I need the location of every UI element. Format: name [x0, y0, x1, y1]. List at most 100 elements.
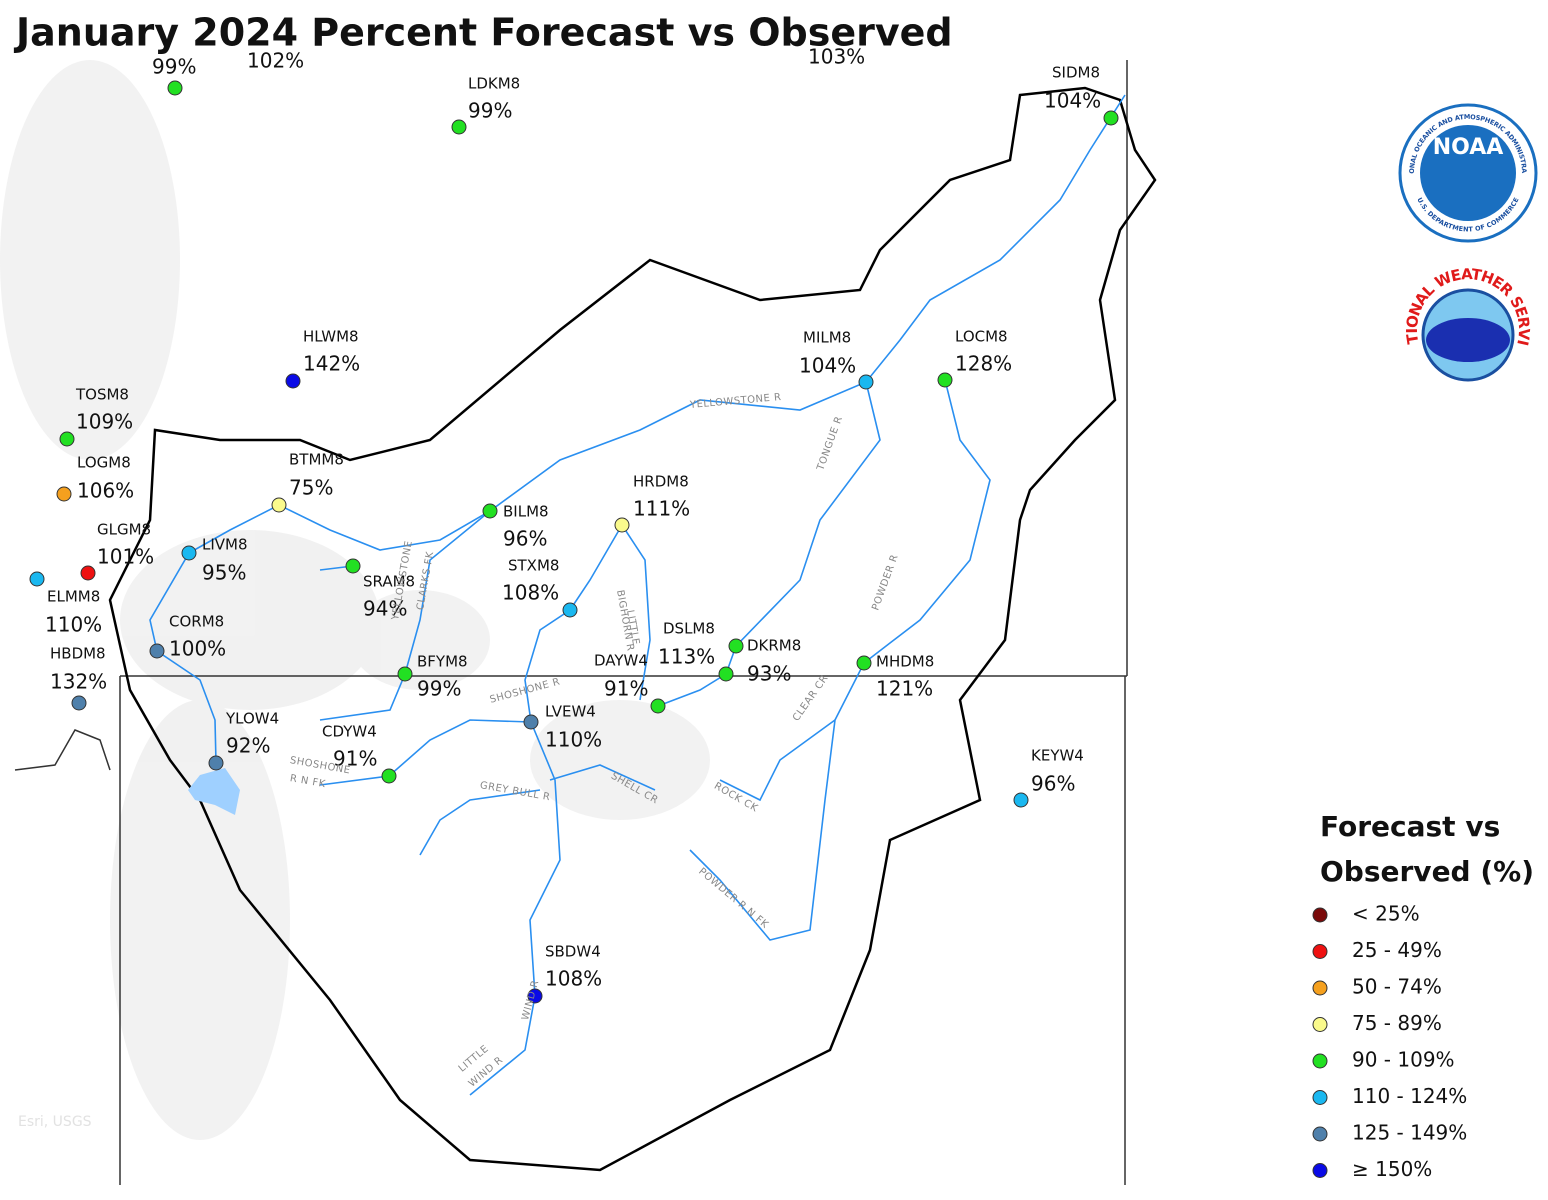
- nws-cloud: [1426, 318, 1510, 362]
- legend-label: 50 - 74%: [1352, 975, 1442, 999]
- station-marker: [523, 714, 539, 730]
- station-percent: 99%: [468, 99, 512, 123]
- station-id: HLWM8: [303, 328, 359, 346]
- legend-label: 75 - 89%: [1352, 1011, 1442, 1035]
- station-percent: 91%: [604, 677, 648, 701]
- station-marker: [59, 431, 75, 447]
- station-id: DAYW4: [594, 652, 648, 670]
- station-id: HBDM8: [50, 645, 106, 663]
- station-marker: [482, 503, 498, 519]
- station-id: SRAM8: [363, 573, 415, 591]
- noaa-text: NOAA: [1433, 135, 1504, 160]
- clipped-label: 102%: [247, 49, 304, 73]
- station-percent: 132%: [50, 670, 107, 694]
- legend-swatch: [1312, 907, 1328, 923]
- legend-title: Forecast vs: [1320, 810, 1500, 843]
- legend-label: 90 - 109%: [1352, 1048, 1455, 1072]
- station-marker: [345, 558, 361, 574]
- station-percent: 99%: [152, 55, 196, 79]
- station-id: ELMM8: [47, 588, 100, 606]
- station-marker: [937, 372, 953, 388]
- station-percent: 121%: [876, 677, 933, 701]
- station-percent: 95%: [202, 561, 246, 585]
- station-percent: 109%: [76, 410, 133, 434]
- station-id: HRDM8: [633, 473, 689, 491]
- station-percent: 93%: [747, 662, 791, 686]
- station-percent: 100%: [169, 637, 226, 661]
- station-id: SBDW4: [545, 943, 601, 961]
- station-marker: [71, 695, 87, 711]
- station-id: YLOW4: [225, 710, 279, 728]
- noaa-logo-inner: [1420, 125, 1516, 221]
- station-id: MILM8: [803, 329, 851, 347]
- station-id: CORM8: [169, 613, 224, 631]
- station-id: LDKM8: [468, 75, 520, 93]
- station-id: KEYW4: [1031, 747, 1084, 765]
- station-marker: [527, 988, 543, 1004]
- river-label: TONGUE R: [815, 415, 845, 473]
- station-marker: [1103, 110, 1119, 126]
- station-marker: [718, 666, 734, 682]
- attribution: Esri, USGS: [18, 1114, 92, 1130]
- state-lines: [14, 60, 1128, 1185]
- station-marker: [650, 698, 666, 714]
- legend-swatch: [1312, 944, 1328, 959]
- station-percent: 111%: [633, 497, 690, 521]
- station-percent: 106%: [77, 479, 134, 503]
- station-marker: [285, 373, 301, 389]
- river-label: CLEAR CR: [791, 673, 831, 723]
- station-marker: [856, 655, 872, 671]
- station-marker: [80, 565, 96, 581]
- station-percent: 113%: [658, 645, 715, 669]
- legend-label: ≥ 150%: [1352, 1157, 1432, 1181]
- hillshade: [0, 60, 710, 1140]
- station-percent: 108%: [545, 967, 602, 991]
- station-marker: [271, 497, 287, 513]
- station-marker: [381, 768, 397, 784]
- station-percent: 96%: [1031, 772, 1075, 796]
- station-percent: 110%: [545, 728, 602, 752]
- station-marker: [614, 517, 630, 533]
- station-id: BTMM8: [289, 451, 344, 469]
- station-id: LOGM8: [77, 454, 131, 472]
- station-id: BFYM8: [417, 653, 468, 671]
- station-id: GLGM8: [97, 521, 151, 539]
- legend-swatch: [1312, 1090, 1328, 1105]
- station-id: TOSM8: [75, 386, 129, 404]
- station-marker: [181, 545, 197, 561]
- lake: [188, 768, 240, 815]
- station-marker: [208, 755, 224, 771]
- station-percent: 92%: [226, 734, 270, 758]
- legend-swatch: [1312, 1017, 1328, 1032]
- station-id: DKRM8: [747, 637, 801, 655]
- river-label: ROCK CK: [712, 781, 760, 815]
- station-percent: 142%: [303, 352, 360, 376]
- station-percent: 94%: [363, 597, 407, 621]
- station-id: STXM8: [508, 557, 559, 575]
- station-marker: [149, 643, 165, 659]
- station-id: DSLM8: [663, 620, 715, 638]
- clipped-label: 103%: [808, 45, 865, 69]
- station-marker: [728, 638, 744, 654]
- legend-label: 25 - 49%: [1352, 938, 1442, 962]
- station-percent: 104%: [1044, 89, 1101, 113]
- legend-label: 110 - 124%: [1352, 1084, 1467, 1108]
- station-marker: [562, 602, 578, 618]
- station-marker: [397, 666, 413, 682]
- station-id: LVEW4: [545, 703, 596, 721]
- basin-boundary: [108, 86, 1157, 1172]
- legend-swatch: [1312, 1163, 1328, 1178]
- legend-label: 125 - 149%: [1352, 1121, 1467, 1145]
- station-marker: [29, 571, 45, 587]
- station-marker: [1013, 792, 1029, 808]
- legend-swatch: [1312, 1126, 1328, 1142]
- station-id: SIDM8: [1052, 64, 1100, 82]
- station-id: LIVM8: [202, 536, 248, 554]
- station-percent: 110%: [45, 613, 102, 637]
- river-label: POWDER R: [870, 553, 900, 612]
- station-marker: [167, 80, 183, 96]
- station-id: BILM8: [503, 503, 549, 521]
- station-percent: 96%: [503, 527, 547, 551]
- title: January 2024 Percent Forecast vs Observe…: [13, 11, 953, 55]
- station-percent: 108%: [502, 581, 559, 605]
